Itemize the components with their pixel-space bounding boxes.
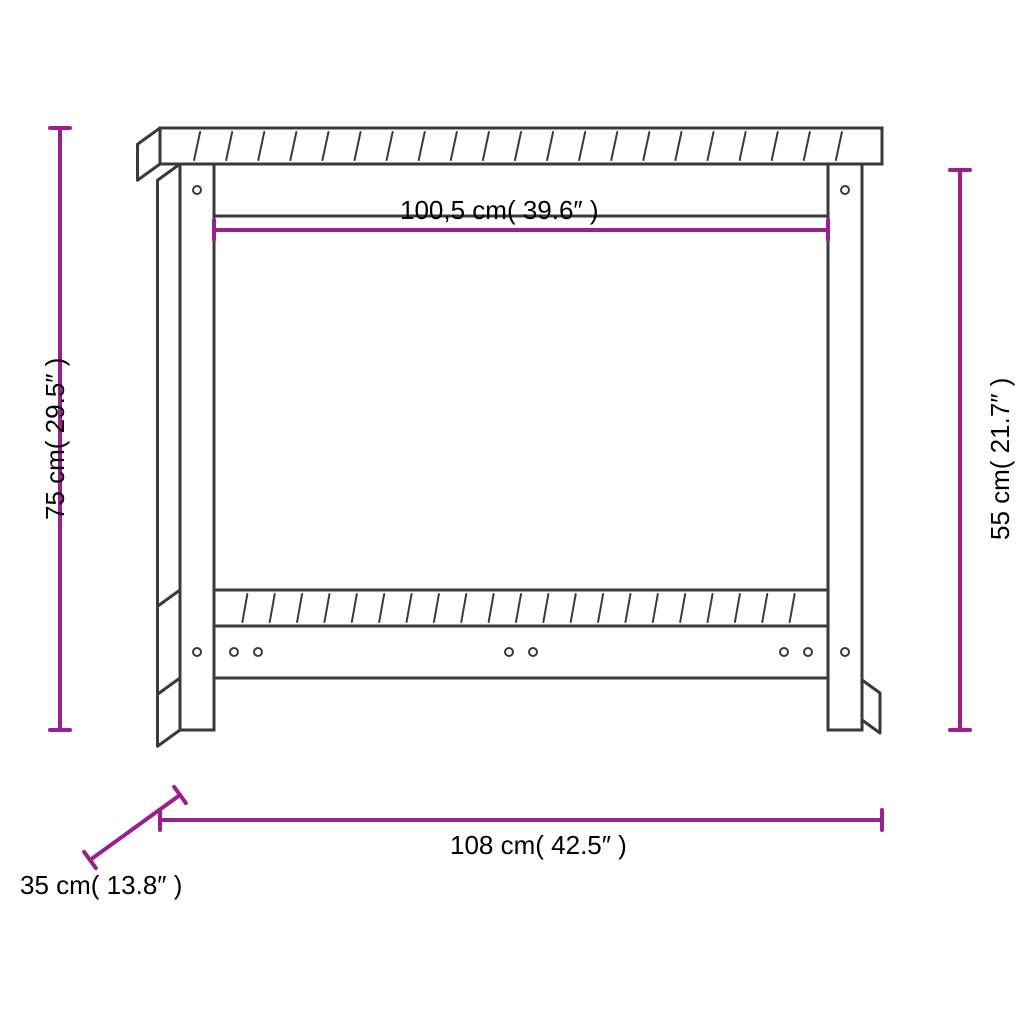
dim-inner-width-label: 100,5 cm( 39.6″ ) — [400, 195, 599, 226]
dim-height-full-label: 75 cm( 29.5″ ) — [40, 358, 71, 520]
dim-height-inner-label: 55 cm( 21.7″ ) — [985, 378, 1016, 540]
dim-depth-label: 35 cm( 13.8″ ) — [20, 870, 182, 901]
diagram-stage: 100,5 cm( 39.6″ ) 108 cm( 42.5″ ) 35 cm(… — [0, 0, 1024, 1024]
dim-full-width-label: 108 cm( 42.5″ ) — [450, 830, 627, 861]
